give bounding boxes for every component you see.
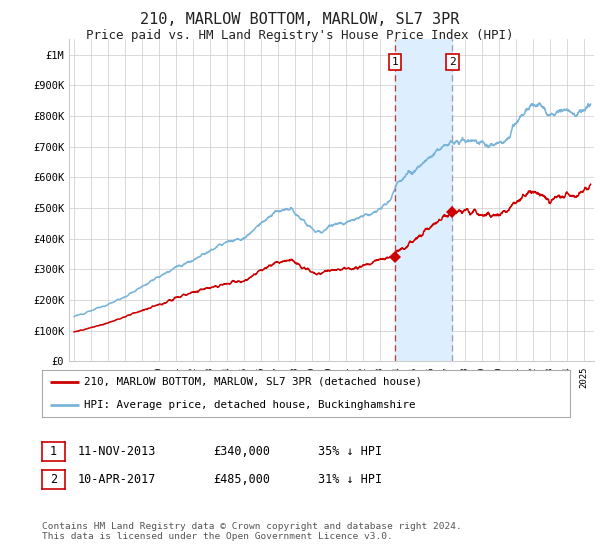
Text: 11-NOV-2013: 11-NOV-2013 (78, 445, 157, 458)
Bar (395, 39, 452, 361)
Text: £340,000: £340,000 (213, 445, 270, 458)
Text: 2: 2 (50, 473, 57, 487)
Text: Price paid vs. HM Land Registry's House Price Index (HPI): Price paid vs. HM Land Registry's House … (86, 29, 514, 42)
Text: HPI: Average price, detached house, Buckinghamshire: HPI: Average price, detached house, Buck… (84, 400, 416, 410)
Text: 210, MARLOW BOTTOM, MARLOW, SL7 3PR: 210, MARLOW BOTTOM, MARLOW, SL7 3PR (140, 12, 460, 27)
Text: 1: 1 (391, 57, 398, 67)
Text: £485,000: £485,000 (213, 473, 270, 487)
Text: 31% ↓ HPI: 31% ↓ HPI (318, 473, 382, 487)
Text: 35% ↓ HPI: 35% ↓ HPI (318, 445, 382, 458)
Text: Contains HM Land Registry data © Crown copyright and database right 2024.
This d: Contains HM Land Registry data © Crown c… (42, 522, 462, 542)
Text: 2: 2 (449, 57, 456, 67)
Text: 210, MARLOW BOTTOM, MARLOW, SL7 3PR (detached house): 210, MARLOW BOTTOM, MARLOW, SL7 3PR (det… (84, 377, 422, 387)
Text: 1: 1 (50, 445, 57, 458)
Text: 10-APR-2017: 10-APR-2017 (78, 473, 157, 487)
